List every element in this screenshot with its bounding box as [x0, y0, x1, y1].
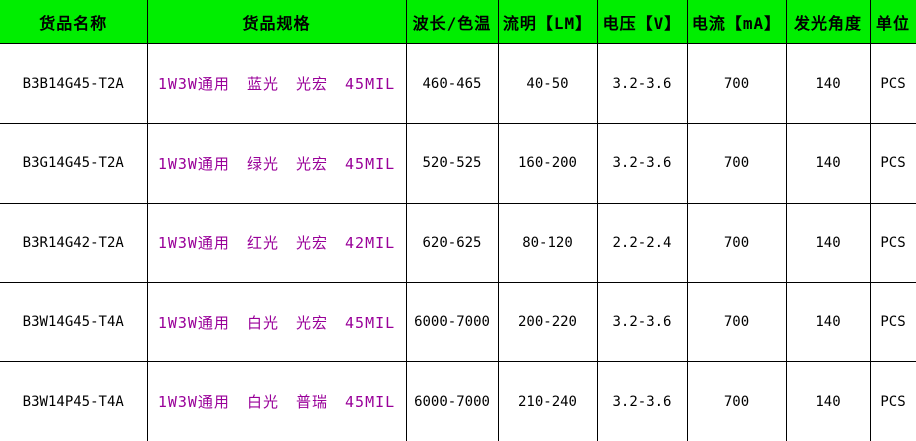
table-header: 货品名称 货品规格 波长/色温 流明【LM】 电压【V】 电流【mA】 发光角度…: [0, 0, 916, 44]
table-row: B3W14G45-T4A 1W3W通用 白光 光宏 45MIL 6000-700…: [0, 282, 916, 363]
header-product-spec: 货品规格: [147, 0, 407, 44]
unit-cell: PCS: [870, 203, 916, 283]
beam-angle-cell: 140: [786, 203, 871, 283]
beam-angle-cell: 140: [786, 123, 871, 204]
product-spec-cell: 1W3W通用 绿光 光宏 45MIL: [147, 123, 407, 204]
header-row: 货品名称 货品规格 波长/色温 流明【LM】 电压【V】 电流【mA】 发光角度…: [0, 0, 916, 44]
voltage-cell: 3.2-3.6: [597, 123, 688, 204]
header-product-name: 货品名称: [0, 0, 148, 44]
current-cell: 700: [687, 43, 787, 125]
table-row: B3B14G45-T2A 1W3W通用 蓝光 光宏 45MIL 460-465 …: [0, 43, 916, 125]
current-cell: 700: [687, 203, 787, 283]
voltage-cell: 3.2-3.6: [597, 282, 688, 363]
product-name-cell: B3W14G45-T4A: [0, 282, 148, 363]
lumens-cell: 80-120: [498, 203, 598, 283]
table-row: B3G14G45-T2A 1W3W通用 绿光 光宏 45MIL 520-525 …: [0, 123, 916, 204]
wavelength-cell: 620-625: [406, 203, 499, 283]
table-row: B3W14P45-T4A 1W3W通用 白光 普瑞 45MIL 6000-700…: [0, 361, 916, 441]
current-cell: 700: [687, 123, 787, 204]
wavelength-cell: 6000-7000: [406, 361, 499, 441]
current-cell: 700: [687, 361, 787, 441]
product-spec-cell: 1W3W通用 白光 光宏 45MIL: [147, 282, 407, 363]
product-spec-cell: 1W3W通用 蓝光 光宏 45MIL: [147, 43, 407, 125]
lumens-cell: 40-50: [498, 43, 598, 125]
product-name-cell: B3W14P45-T4A: [0, 361, 148, 441]
unit-cell: PCS: [870, 43, 916, 125]
product-name-cell: B3G14G45-T2A: [0, 123, 148, 204]
wavelength-cell: 520-525: [406, 123, 499, 204]
lumens-cell: 210-240: [498, 361, 598, 441]
product-spec-cell: 1W3W通用 白光 普瑞 45MIL: [147, 361, 407, 441]
current-cell: 700: [687, 282, 787, 363]
header-lumens: 流明【LM】: [498, 0, 598, 44]
voltage-cell: 2.2-2.4: [597, 203, 688, 283]
header-voltage: 电压【V】: [597, 0, 688, 44]
table-row: B3R14G42-T2A 1W3W通用 红光 光宏 42MIL 620-625 …: [0, 203, 916, 283]
table-body: B3B14G45-T2A 1W3W通用 蓝光 光宏 45MIL 460-465 …: [0, 43, 916, 441]
lumens-cell: 160-200: [498, 123, 598, 204]
header-unit: 单位: [870, 0, 916, 44]
lumens-cell: 200-220: [498, 282, 598, 363]
header-current: 电流【mA】: [687, 0, 787, 44]
voltage-cell: 3.2-3.6: [597, 43, 688, 125]
unit-cell: PCS: [870, 282, 916, 363]
unit-cell: PCS: [870, 123, 916, 204]
header-wavelength: 波长/色温: [406, 0, 499, 44]
unit-cell: PCS: [870, 361, 916, 441]
beam-angle-cell: 140: [786, 282, 871, 363]
product-name-cell: B3B14G45-T2A: [0, 43, 148, 125]
beam-angle-cell: 140: [786, 361, 871, 441]
beam-angle-cell: 140: [786, 43, 871, 125]
header-beam-angle: 发光角度: [786, 0, 871, 44]
voltage-cell: 3.2-3.6: [597, 361, 688, 441]
wavelength-cell: 460-465: [406, 43, 499, 125]
product-name-cell: B3R14G42-T2A: [0, 203, 148, 283]
product-spec-cell: 1W3W通用 红光 光宏 42MIL: [147, 203, 407, 283]
wavelength-cell: 6000-7000: [406, 282, 499, 363]
